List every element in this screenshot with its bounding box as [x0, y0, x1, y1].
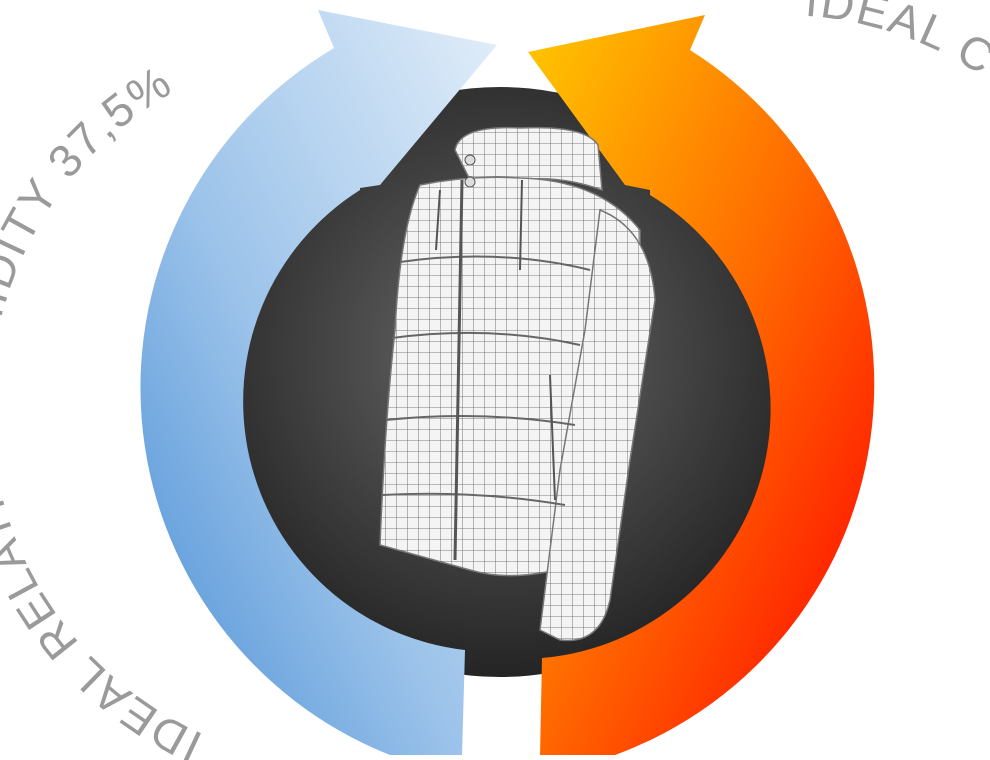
humidity-arrow: [140, 10, 497, 755]
temperature-arrow: [528, 15, 875, 755]
jacket-image: [379, 126, 656, 642]
